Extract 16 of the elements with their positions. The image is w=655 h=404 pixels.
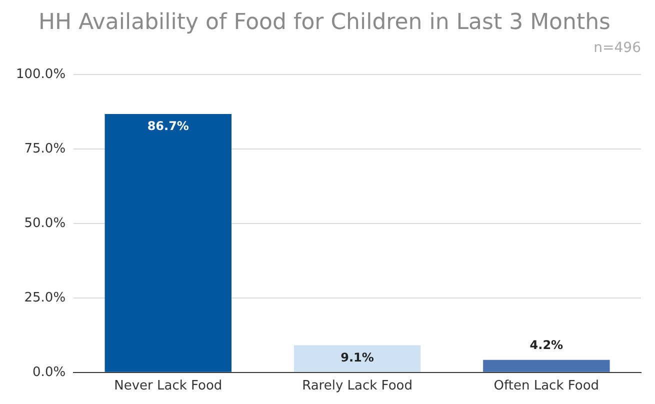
- text: n=496: [594, 40, 641, 56]
- chart-title: HH Availability of Food for Children in Last 3 Months: [38, 10, 610, 35]
- data-label: 4.2%: [530, 338, 564, 352]
- y-tick-label: 75.0%: [24, 141, 66, 156]
- x-tick-label: Rarely Lack Food: [302, 378, 412, 394]
- y-tick-label: 0.0%: [32, 364, 66, 380]
- x-tick-label: Often Lack Food: [494, 378, 600, 394]
- y-tick-label: 25.0%: [24, 290, 66, 306]
- y-tick-label: 50.0%: [24, 216, 66, 231]
- data-label: 9.1%: [340, 350, 374, 364]
- data-label: 86.7%: [147, 119, 189, 134]
- bar: [483, 360, 610, 372]
- x-tick-label: Never Lack Food: [114, 378, 222, 394]
- bar: [104, 114, 232, 372]
- bar: [294, 345, 421, 372]
- y-tick-label: 100.0%: [16, 66, 66, 82]
